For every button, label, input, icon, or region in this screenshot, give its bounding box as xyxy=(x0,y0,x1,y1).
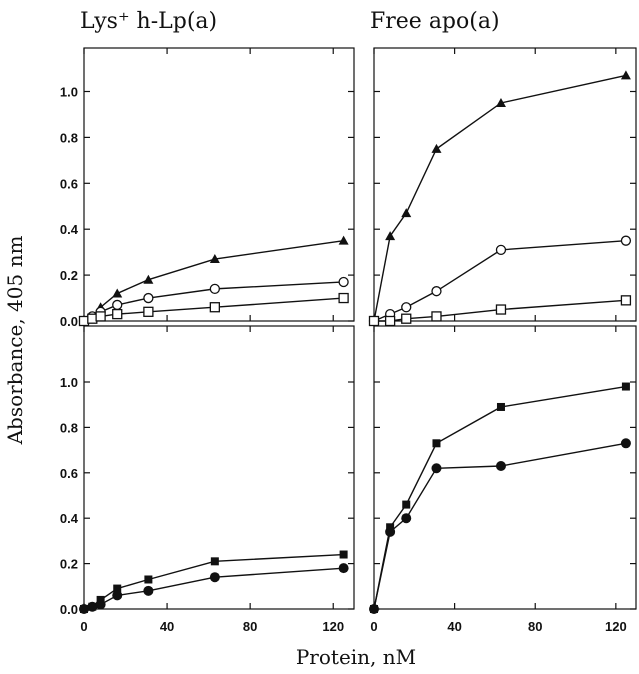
data-point xyxy=(620,295,632,306)
x-tick-label: 0 xyxy=(370,619,377,634)
panel-bottom-right: 0 40 80 120 xyxy=(369,325,637,634)
series-circle-filled xyxy=(369,438,631,614)
data-point xyxy=(401,208,412,218)
data-point xyxy=(87,313,98,324)
data-point xyxy=(112,288,123,298)
y-tick-label: 0.4 xyxy=(60,222,79,237)
data-point xyxy=(495,304,507,315)
data-point xyxy=(112,299,123,311)
data-point xyxy=(620,438,631,449)
series-line xyxy=(373,385,627,610)
x-tick-label: 80 xyxy=(243,619,257,634)
series-circle-filled xyxy=(79,563,349,614)
panel-title: Lys⁺ h-Lp(a) xyxy=(80,9,217,34)
data-point xyxy=(210,557,219,566)
data-point xyxy=(432,439,441,448)
series-line xyxy=(373,442,627,610)
data-point xyxy=(144,575,153,584)
y-axis-label: Absorbance, 405 nm xyxy=(3,236,27,446)
data-point xyxy=(401,313,412,324)
data-point xyxy=(495,97,506,107)
data-point xyxy=(143,306,154,317)
y-tick-label: 0.2 xyxy=(60,268,78,283)
data-point xyxy=(87,601,98,612)
y-tick-label: 0.2 xyxy=(60,557,78,572)
data-point xyxy=(401,302,412,313)
series-square-open xyxy=(368,295,632,327)
data-point xyxy=(143,585,154,596)
data-point xyxy=(620,70,631,80)
y-tick-label: 1.0 xyxy=(60,375,78,390)
x-tick-label: 120 xyxy=(605,619,627,634)
data-point xyxy=(402,500,411,509)
panel-top-right: Free apo(a) xyxy=(368,9,637,327)
data-point xyxy=(620,235,632,246)
data-point xyxy=(496,402,505,411)
data-point xyxy=(338,276,349,288)
data-point xyxy=(79,604,89,614)
data-point xyxy=(209,302,220,313)
data-point xyxy=(112,308,123,320)
x-tick-label: 40 xyxy=(160,619,174,634)
y-tick-label: 1.0 xyxy=(60,85,78,100)
y-tick-label: 0.6 xyxy=(60,176,78,191)
data-point xyxy=(209,254,220,264)
data-point xyxy=(339,550,348,559)
data-point xyxy=(338,235,349,245)
data-point xyxy=(385,231,396,241)
series-square-open xyxy=(78,292,349,327)
panel-frame xyxy=(83,325,355,610)
y-tick-label: 0.6 xyxy=(60,466,78,481)
y-tick-label: 0.8 xyxy=(60,130,78,145)
data-point xyxy=(431,286,442,297)
data-point xyxy=(209,283,220,295)
panel-frame xyxy=(373,325,637,610)
panel-bottom-left: 0.0 0.2 0.4 0.6 0.8 1.0 0 40 80 120 xyxy=(60,325,355,634)
panel-frame xyxy=(83,47,355,322)
data-point xyxy=(495,460,506,471)
data-point xyxy=(369,604,379,614)
y-tick-label: 0.4 xyxy=(60,511,79,526)
panel-title: Free apo(a) xyxy=(370,9,500,34)
data-point xyxy=(143,274,154,284)
data-point xyxy=(143,292,154,304)
data-point xyxy=(78,315,90,327)
data-point xyxy=(368,315,380,327)
series-square-filled xyxy=(370,382,630,613)
data-point xyxy=(113,584,122,593)
data-point xyxy=(209,572,220,583)
x-axis-label: Protein, nM xyxy=(296,645,416,669)
data-point xyxy=(112,590,123,601)
series-triangle-filled xyxy=(369,70,631,325)
y-tick-label: 0.0 xyxy=(60,602,78,617)
panel-top-left: Lys⁺ h-Lp(a) 0.0 0.2 0.4 0.6 0.8 1.0 xyxy=(60,9,355,329)
data-point xyxy=(338,292,349,304)
panel-frame xyxy=(373,47,637,322)
series-line xyxy=(373,74,627,322)
data-point xyxy=(338,563,349,574)
x-tick-label: 120 xyxy=(322,619,344,634)
x-tick-label: 40 xyxy=(447,619,461,634)
x-tick-label: 0 xyxy=(80,619,87,634)
x-tick-label: 80 xyxy=(528,619,542,634)
data-point xyxy=(384,315,396,327)
y-tick-label: 0.8 xyxy=(60,420,78,435)
panels: Lys⁺ h-Lp(a) 0.0 0.2 0.4 0.6 0.8 1.0 Free apo(a… xyxy=(60,9,637,634)
data-point xyxy=(431,463,442,474)
data-point xyxy=(95,311,106,322)
data-point xyxy=(495,244,507,256)
data-point xyxy=(95,599,106,610)
data-point xyxy=(431,311,442,322)
y-tick-label: 0.0 xyxy=(60,314,78,329)
data-point xyxy=(621,382,630,391)
data-point xyxy=(431,143,442,153)
data-point xyxy=(401,513,412,524)
data-point xyxy=(385,526,396,537)
